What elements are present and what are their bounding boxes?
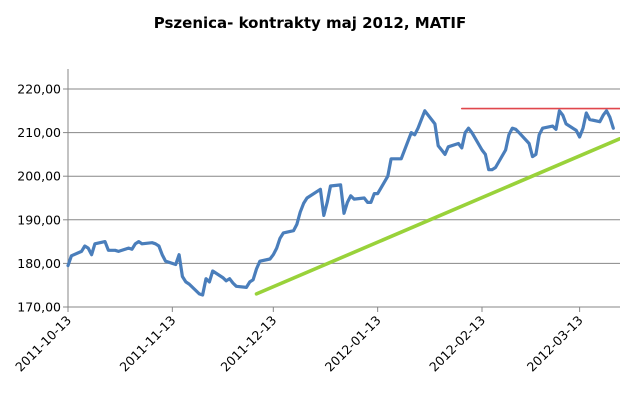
x-tick-label: 2011-10-13 (12, 313, 74, 375)
gridlines (68, 88, 620, 264)
x-tick-label: 2012-03-13 (524, 313, 586, 375)
series (66, 107, 620, 297)
y-tick-label: 180,00 (17, 256, 61, 271)
axes (63, 69, 620, 312)
y-tick-label: 170,00 (17, 300, 61, 315)
x-tick-label: 2011-11-13 (116, 313, 178, 375)
price-line (66, 109, 615, 297)
x-tick-label: 2012-02-13 (426, 313, 488, 375)
y-tick-label: 210,00 (17, 125, 61, 140)
y-tick-labels: 170,00 180,00 190,00 200,00 210,00 220,00 (17, 82, 61, 315)
chart-title: Pszenica- kontrakty maj 2012, MATIF (153, 14, 467, 32)
x-tick-label: 2011-12-13 (217, 313, 279, 375)
x-tick-label: 2012-01-13 (322, 313, 384, 375)
y-tick-label: 200,00 (17, 169, 61, 184)
y-tick-label: 190,00 (17, 212, 61, 227)
support-trendline (254, 136, 620, 296)
x-tick-labels: 2011-10-13 2011-11-13 2011-12-13 2012-01-13… (12, 313, 586, 375)
y-tick-label: 220,00 (17, 82, 61, 97)
